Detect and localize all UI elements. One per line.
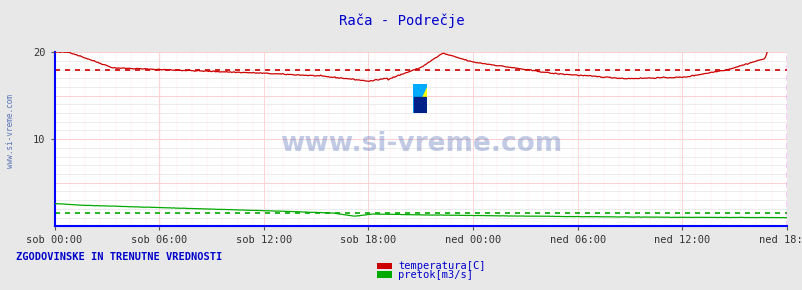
Text: www.si-vreme.com: www.si-vreme.com [6,93,15,168]
Polygon shape [412,84,427,113]
Text: www.si-vreme.com: www.si-vreme.com [279,131,561,157]
Text: ZGODOVINSKE IN TRENUTNE VREDNOSTI: ZGODOVINSKE IN TRENUTNE VREDNOSTI [16,252,222,262]
Polygon shape [414,97,425,113]
Text: temperatura[C]: temperatura[C] [398,261,485,271]
Polygon shape [412,84,427,113]
Text: Rača - Podrečje: Rača - Podrečje [338,13,464,28]
Text: pretok[m3/s]: pretok[m3/s] [398,270,472,280]
